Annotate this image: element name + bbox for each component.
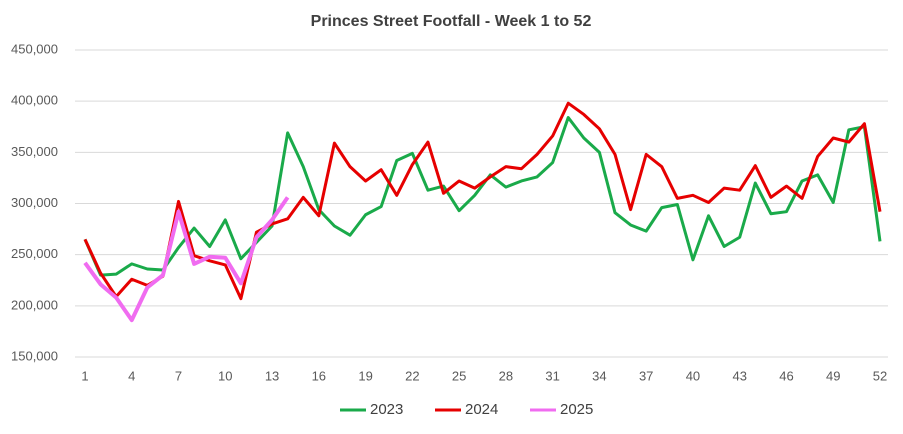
y-tick-label: 150,000 <box>11 348 58 363</box>
x-tick-label: 34 <box>592 368 606 383</box>
x-tick-label: 31 <box>545 368 559 383</box>
legend-label: 2024 <box>465 401 498 418</box>
y-tick-label: 450,000 <box>11 41 58 56</box>
x-tick-label: 1 <box>81 368 88 383</box>
y-tick-label: 200,000 <box>11 297 58 312</box>
x-tick-label: 43 <box>732 368 746 383</box>
x-tick-label: 40 <box>686 368 700 383</box>
x-tick-label: 13 <box>265 368 279 383</box>
series-line <box>83 116 882 277</box>
legend-label: 2025 <box>560 401 593 418</box>
x-tick-label: 16 <box>312 368 326 383</box>
x-tick-label: 22 <box>405 368 419 383</box>
y-tick-label: 350,000 <box>11 144 58 159</box>
x-tick-label: 37 <box>639 368 653 383</box>
y-tick-label: 400,000 <box>11 93 58 108</box>
x-tick-label: 25 <box>452 368 466 383</box>
chart-title: Princes Street Footfall - Week 1 to 52 <box>311 13 592 30</box>
x-tick-label: 10 <box>218 368 232 383</box>
x-tick-label: 7 <box>175 368 182 383</box>
y-tick-label: 250,000 <box>11 246 58 261</box>
x-tick-label: 28 <box>499 368 513 383</box>
x-tick-label: 52 <box>873 368 887 383</box>
x-tick-label: 4 <box>128 368 135 383</box>
x-tick-label: 49 <box>826 368 840 383</box>
legend-label: 2023 <box>370 401 403 418</box>
y-tick-label: 300,000 <box>11 195 58 210</box>
series-line <box>83 196 290 323</box>
series-line <box>83 101 882 301</box>
x-tick-label: 46 <box>779 368 793 383</box>
x-tick-label: 19 <box>358 368 372 383</box>
